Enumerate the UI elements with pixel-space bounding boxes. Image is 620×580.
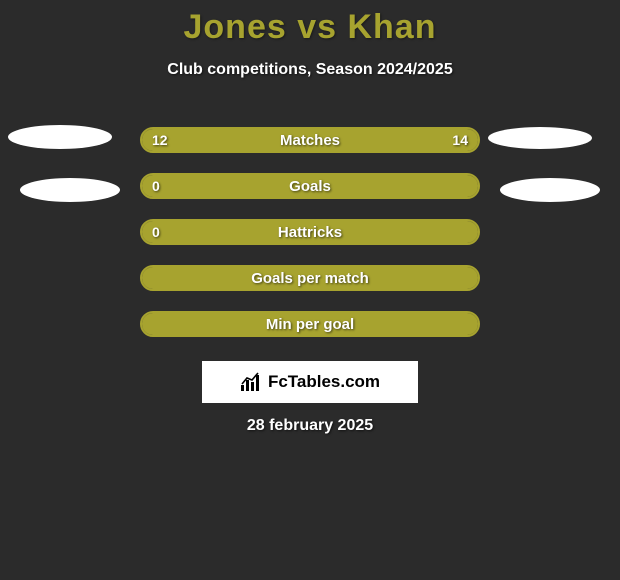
stat-label: Matches: [142, 132, 478, 149]
decor-ellipse: [8, 125, 112, 149]
decor-ellipse: [500, 178, 600, 202]
stat-label: Min per goal: [142, 316, 478, 333]
page-subtitle: Club competitions, Season 2024/2025: [0, 61, 620, 79]
stat-bar-track: Hattricks0: [140, 219, 480, 245]
stat-label: Hattricks: [142, 224, 478, 241]
stat-value-left: 0: [152, 224, 160, 240]
stat-bar-track: Goals0: [140, 173, 480, 199]
stat-label: Goals: [142, 178, 478, 195]
stat-bar-track: Matches12 14: [140, 127, 480, 153]
stat-value-right: 14: [452, 132, 468, 148]
stat-row: Min per goal: [0, 301, 620, 347]
stat-bar-track: Min per goal: [140, 311, 480, 337]
stat-bar-track: Goals per match: [140, 265, 480, 291]
stat-label: Goals per match: [142, 270, 478, 287]
bars-icon: [240, 372, 262, 392]
comparison-chart: Matches1214Goals0Hattricks0Goals per mat…: [0, 117, 620, 347]
stat-value-left: 12: [152, 132, 168, 148]
brand-logo: FcTables.com: [202, 361, 418, 403]
stat-value-left: 0: [152, 178, 160, 194]
decor-ellipse: [488, 127, 592, 149]
brand-logo-text: FcTables.com: [268, 372, 380, 392]
page-title: Jones vs Khan: [0, 0, 620, 47]
decor-ellipse: [20, 178, 120, 202]
stat-row: Goals per match: [0, 255, 620, 301]
stat-row: Hattricks0: [0, 209, 620, 255]
date-label: 28 february 2025: [0, 417, 620, 435]
